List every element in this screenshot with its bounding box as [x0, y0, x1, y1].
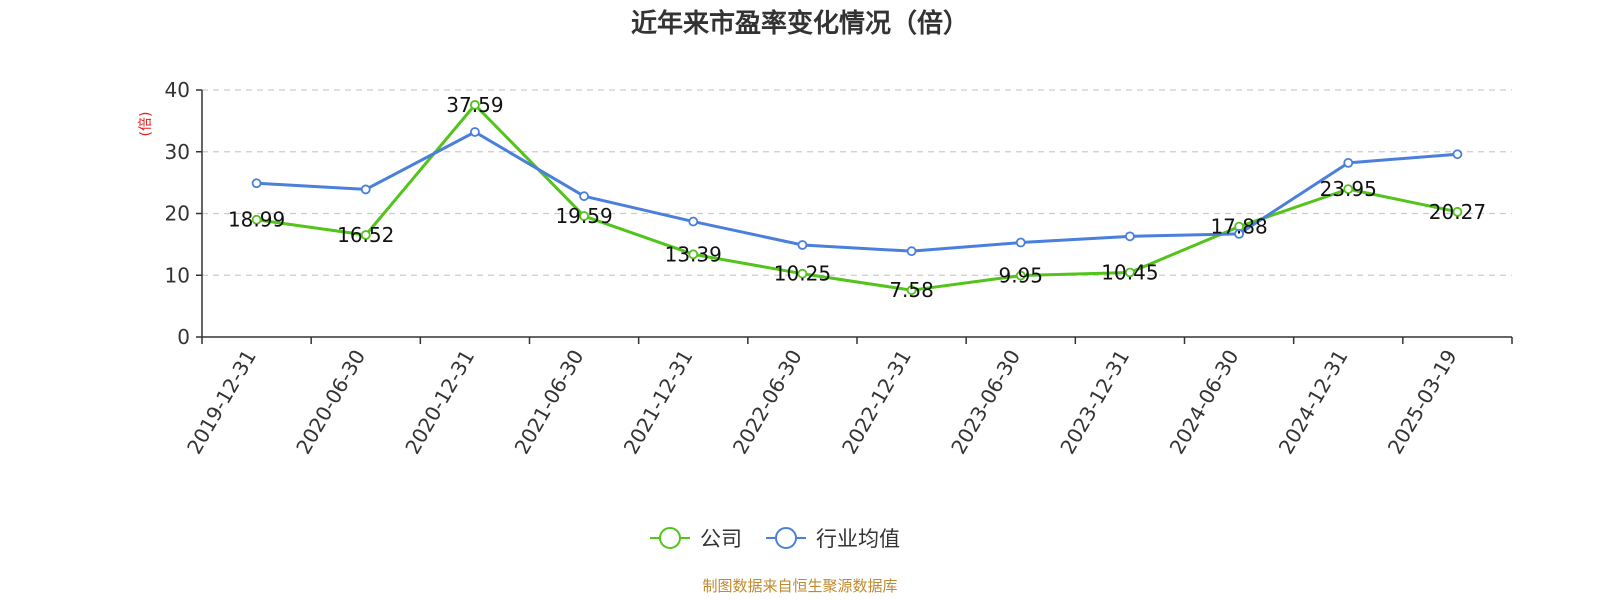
data-point-0	[1343, 184, 1354, 195]
x-tick-label: 2022-06-30	[728, 346, 807, 459]
y-tick-label: 20	[165, 202, 190, 226]
series-line-0	[256, 103, 1458, 292]
x-tick-label: 2023-12-31	[1055, 346, 1134, 459]
legend-label: 公司	[700, 527, 742, 551]
data-point-0	[579, 211, 589, 221]
data-label: 23.95	[1320, 177, 1377, 201]
legend-marker-icon	[775, 527, 797, 549]
data-point-1	[470, 127, 480, 137]
data-point-0	[1125, 267, 1135, 278]
x-tick-label: 2023-06-30	[946, 346, 1025, 459]
y-tick-label: 40	[165, 78, 190, 102]
data-point-1	[1125, 231, 1135, 242]
x-tick-label: 2025-03-19	[1383, 346, 1462, 459]
x-tick-label: 2020-12-31	[400, 345, 479, 458]
data-point-0	[1015, 270, 1026, 281]
x-tick-label: 2024-12-31	[1274, 346, 1353, 459]
data-point-1	[906, 246, 917, 257]
series-lines	[251, 99, 1463, 296]
data-point-1	[1343, 157, 1354, 168]
legend-label: 行业均值	[816, 527, 900, 551]
legend-marker-icon	[659, 527, 681, 549]
data-label: 7.58	[889, 278, 934, 302]
data-point-0	[251, 214, 262, 225]
y-tick-label: 0	[177, 325, 190, 349]
data-point-1	[251, 178, 262, 189]
data-label: 9.95	[998, 264, 1043, 288]
data-label: 10.45	[1101, 260, 1158, 284]
data-label: 18.99	[228, 208, 285, 232]
data-point-0	[470, 99, 480, 110]
data-point-1	[360, 184, 371, 195]
x-tick-label: 2022-12-31	[837, 345, 916, 458]
data-source-note: 制图数据来自恒生聚源数据库	[702, 577, 897, 595]
data-point-0	[906, 285, 917, 296]
x-tick-label: 2021-12-31	[619, 346, 698, 459]
x-tick-label: 2019-12-31	[182, 346, 261, 459]
chart-title: 近年来市盈率变化情况（倍）	[631, 8, 969, 39]
data-point-1	[688, 216, 699, 227]
y-axis-label: (倍)	[138, 112, 154, 137]
data-point-1	[1015, 237, 1026, 248]
data-label: 20.27	[1429, 200, 1486, 224]
y-tick-label: 30	[165, 140, 190, 164]
data-label: 19.59	[555, 204, 612, 228]
data-point-0	[797, 268, 808, 279]
y-tick-label: 10	[165, 263, 190, 287]
legend-item[interactable]: 行业均值	[766, 527, 900, 551]
data-label: 17.88	[1210, 215, 1267, 239]
data-point-0	[1452, 206, 1463, 217]
data-point-0	[360, 230, 371, 240]
legend-item[interactable]: 公司	[650, 527, 742, 551]
x-tick-label: 2020-06-30	[291, 346, 370, 459]
grid-lines	[202, 89, 1512, 276]
data-label: 10.25	[774, 262, 831, 286]
x-tick-label: 2024-06-30	[1165, 346, 1244, 459]
data-point-0	[688, 249, 699, 260]
data-label: 16.52	[337, 223, 394, 247]
x-tick-label: 2021-06-30	[510, 346, 589, 459]
series-line-1	[256, 130, 1458, 253]
data-point-1	[1452, 149, 1463, 160]
axes: 0 10 20 30 40 2019-12-31 2020-06-30 2020-12-31 2…	[165, 78, 1513, 459]
data-labels: 18.99 16.52 37.59 19.59 13.39 10.25 7.58 9.95 10…	[228, 93, 1486, 302]
data-label: 13.39	[665, 242, 722, 266]
legend: 公司 行业均值	[650, 527, 900, 551]
data-point-1	[797, 240, 808, 250]
data-point-1	[1234, 228, 1244, 239]
data-point-1	[579, 191, 589, 202]
data-label: 37.59	[446, 93, 503, 117]
